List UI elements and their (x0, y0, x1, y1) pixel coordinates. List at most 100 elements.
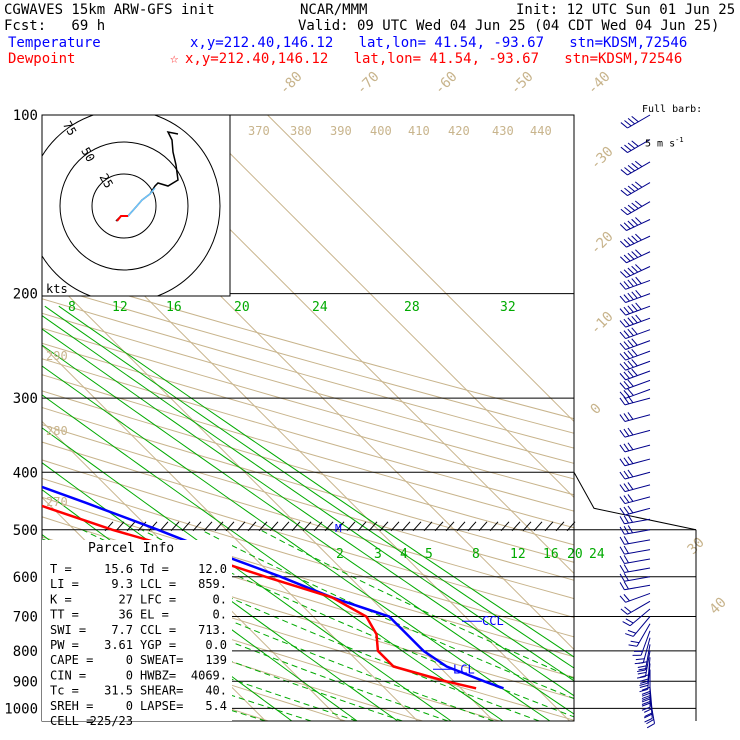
wind-barb-flag (623, 545, 629, 554)
wind-barb-staff (625, 370, 651, 381)
wind-barb-flag (619, 536, 625, 545)
freezing-hatch (236, 521, 246, 532)
parcel-param-value: 4069. (191, 668, 227, 682)
wind-barb (619, 514, 651, 525)
freezing-hatch (467, 521, 477, 532)
wind-barb-flag (627, 629, 637, 634)
wind-barb-flag (631, 304, 638, 312)
freezing-hatch (115, 521, 125, 532)
dry-adiabat-line (42, 358, 574, 512)
wind-barb (620, 114, 651, 129)
wind-barb-flag (634, 160, 643, 168)
wind-barb (639, 663, 651, 693)
wind-barb-flag (631, 291, 638, 299)
wind-barb-flag (643, 713, 653, 719)
wind-barb (619, 442, 651, 453)
wind-barb-flag (627, 185, 636, 192)
wind-barb-flag (631, 316, 638, 324)
theta-label: 380 (290, 124, 312, 138)
freezing-hatch (500, 521, 510, 532)
theta-label: 390 (330, 124, 352, 138)
wind-barb-flag (623, 381, 630, 389)
wind-barb-staff (632, 616, 651, 637)
wind-barb-flag (635, 314, 642, 322)
wind-barb (619, 233, 651, 248)
hodograph-ring (42, 115, 221, 296)
wind-barb-staff (624, 518, 651, 525)
temperature-line (42, 485, 504, 690)
wind-barb (622, 608, 651, 627)
wind-barb-staff (625, 592, 651, 603)
mixing-ratio-line (42, 365, 551, 721)
wind-barb-flag (627, 317, 634, 325)
freezing-hatch (423, 521, 433, 532)
wind-barb (619, 314, 651, 328)
parcel-param-label: Td = (140, 562, 169, 576)
wind-barb (619, 379, 651, 390)
wind-barb-staff (625, 350, 651, 361)
wind-barb-flag (627, 204, 636, 211)
wind-barb-flag (625, 633, 634, 637)
wind-barb-staff (624, 444, 651, 453)
wind-barb-flag (623, 515, 629, 524)
wind-barb-staff (636, 623, 651, 647)
parcel-param-value: 0. (213, 608, 227, 622)
mixing-ratio-line (58, 305, 574, 658)
wind-barb-flag (619, 564, 625, 573)
barb-legend-units: 5 m s (645, 138, 676, 150)
wind-barb-flag (635, 249, 642, 257)
wind-barb-flag (641, 701, 651, 705)
dewpoint-legend: Dewpoint (8, 51, 76, 67)
parcel-info-title: Parcel Info (88, 541, 174, 556)
parcel-param-value: 9.3 (111, 577, 133, 591)
wind-barb-flag (623, 341, 630, 349)
wind-barb-flag (619, 573, 625, 582)
pressure-tick-label: 1000 (4, 701, 38, 717)
parcel-param-label: Tc = (50, 684, 79, 698)
isotherm-label: -50 (508, 69, 537, 98)
wind-barb-staff (624, 539, 651, 545)
wind-barb (628, 623, 651, 647)
wind-barb-flag (619, 444, 626, 453)
wind-barb (639, 657, 651, 686)
hodograph-ring (59, 141, 189, 271)
wind-barb-flag (635, 290, 642, 298)
wind-barb-flag (631, 183, 639, 190)
wind-barb-flag (623, 254, 631, 262)
parcel-param-value: 27 (119, 592, 133, 606)
temperature-legend: Temperature (8, 35, 101, 51)
wind-barb-flag (627, 252, 635, 260)
parcel-param-value: 15.6 (104, 562, 133, 576)
wind-barb-flag (620, 146, 628, 153)
parcel-param-label: HWBZ= (140, 668, 176, 682)
wind-barb-flag (631, 235, 639, 243)
wind-barb-flag (627, 482, 634, 490)
wind-barb-flag (622, 621, 631, 627)
freezing-hatch (247, 521, 257, 532)
wind-barb-flag (641, 692, 651, 697)
parcel-param-label: LFC = (140, 592, 176, 606)
freezing-hatch (137, 521, 147, 532)
wind-barb-flag (627, 388, 634, 396)
wind-barb (619, 555, 651, 565)
hodograph-trace-sfc (116, 215, 128, 222)
wind-barb-flag (627, 395, 634, 404)
wind-barb-flag (641, 696, 651, 701)
init-time: Init: 12 UTC Sun 01 Jun 25 (516, 2, 736, 18)
valid-time: Valid: 09 UTC Wed 04 Jun 25 (04 CDT Wed … (298, 18, 720, 34)
wind-barb-staff (624, 429, 651, 438)
wind-barb-flag (619, 414, 626, 422)
wind-barb-flag (640, 674, 649, 678)
mixing-ratio-label: 20 (567, 547, 583, 562)
wind-barb-staff (627, 182, 651, 197)
wind-barb-staff (640, 630, 651, 656)
pressure-tick-label: 500 (13, 523, 38, 539)
wind-barb-flag (638, 661, 648, 664)
freezing-hatch (192, 521, 202, 532)
wind-barb-flag (619, 271, 627, 278)
wind-barb (619, 494, 651, 505)
freezing-hatch (126, 521, 136, 532)
wind-barb (619, 427, 651, 438)
parcel-param-value: 31.5 (104, 684, 133, 698)
wind-barb-staff (625, 379, 651, 390)
